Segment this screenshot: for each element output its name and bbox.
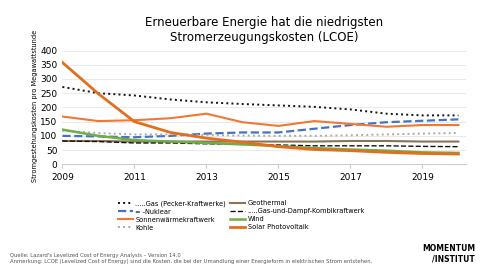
Text: MOMENTUM
/INSTITUT: MOMENTUM /INSTITUT xyxy=(422,244,475,264)
Y-axis label: Stromgestehungskosten pro Megawattstunde: Stromgestehungskosten pro Megawattstunde xyxy=(32,30,37,182)
Title: Erneuerbare Energie hat die niedrigsten
Stromerzeugungskosten (LCOE): Erneuerbare Energie hat die niedrigsten … xyxy=(145,16,383,44)
Text: Quelle: Lazard's Levelized Cost of Energy Analysis – Version 14.0
Anmerkung: LCO: Quelle: Lazard's Levelized Cost of Energ… xyxy=(10,253,372,264)
Legend: .....Gas (Pecker-Kraftwerke), = -Nuklear, Sonnenwärmekraftwerk, Kohle, Geotherma: .....Gas (Pecker-Kraftwerke), = -Nuklear… xyxy=(118,200,365,231)
